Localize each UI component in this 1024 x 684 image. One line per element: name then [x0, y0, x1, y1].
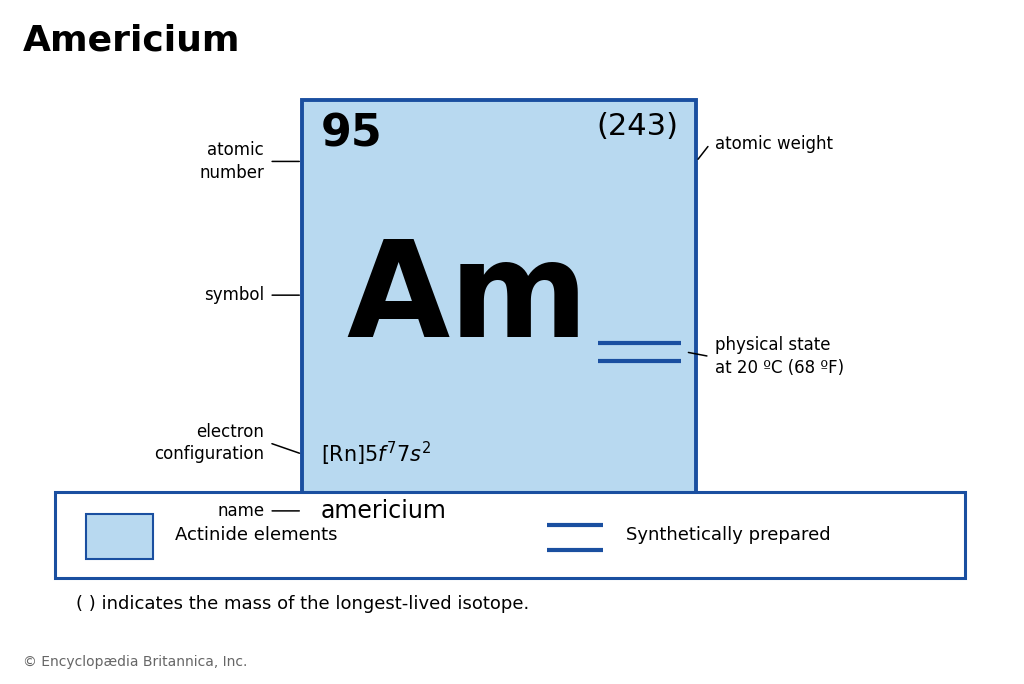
Text: ( ) indicates the mass of the longest-lived isotope.: ( ) indicates the mass of the longest-li…	[76, 595, 529, 613]
Text: physical state
at 20 ºC (68 ºF): physical state at 20 ºC (68 ºF)	[715, 337, 844, 377]
Text: Am: Am	[346, 235, 589, 365]
Text: $\mathregular{[Rn]5}f^{\mathregular{7}}\mathregular{7}s^{\mathregular{2}}$: $\mathregular{[Rn]5}f^{\mathregular{7}}\…	[321, 440, 431, 469]
Text: atomic weight: atomic weight	[715, 135, 833, 153]
FancyBboxPatch shape	[302, 100, 696, 554]
Text: electron
configuration: electron configuration	[155, 423, 264, 463]
Text: © Encyclopædia Britannica, Inc.: © Encyclopædia Britannica, Inc.	[23, 655, 247, 669]
Text: symbol: symbol	[204, 286, 264, 304]
FancyBboxPatch shape	[86, 514, 153, 559]
Text: atomic
number: atomic number	[200, 142, 264, 181]
Text: (243): (243)	[596, 112, 678, 141]
Text: 95: 95	[321, 112, 382, 155]
FancyBboxPatch shape	[55, 492, 965, 578]
Text: name: name	[217, 502, 264, 520]
Text: Americium: Americium	[23, 24, 240, 58]
Text: americium: americium	[321, 499, 446, 523]
Text: Actinide elements: Actinide elements	[175, 526, 338, 544]
Text: Synthetically prepared: Synthetically prepared	[626, 526, 830, 544]
